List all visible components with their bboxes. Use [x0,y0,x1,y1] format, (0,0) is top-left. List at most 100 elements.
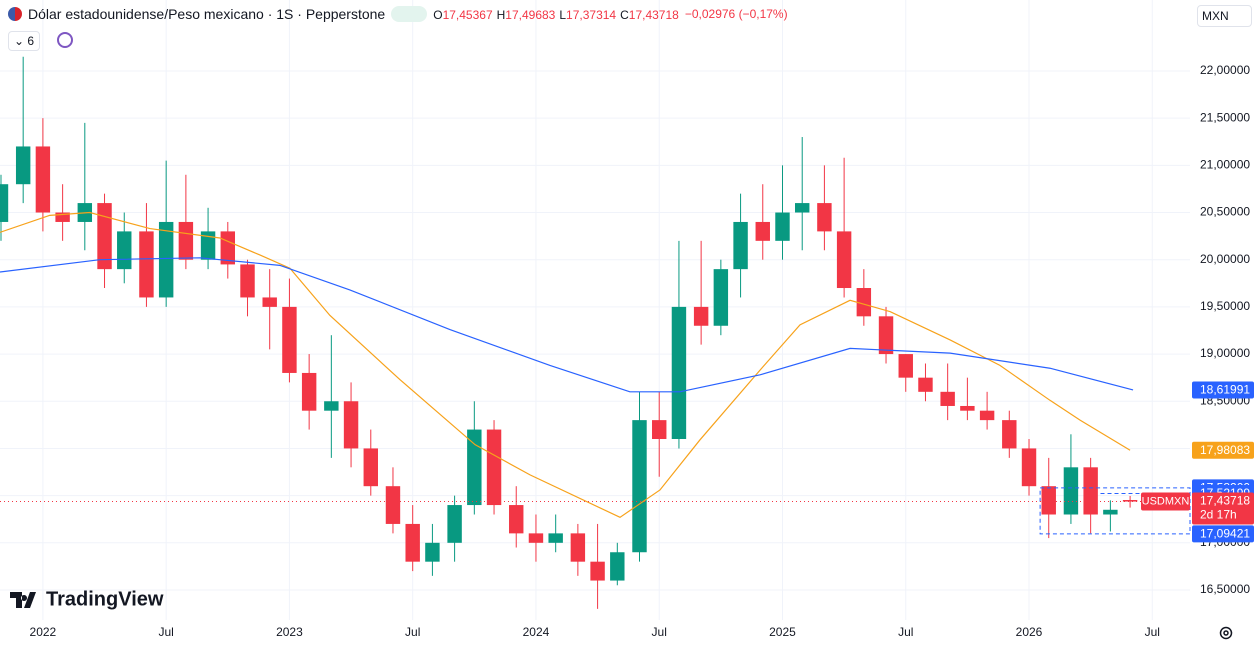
candle-body [590,561,605,581]
change: −0,02976 (−0,17%) [684,7,788,21]
candle-body [240,264,255,298]
ohlc: O17,45367 H17,49683 L17,37314 C17,43718 [433,6,679,22]
countdown-label: 2d 17h [1200,508,1237,522]
candle-body [570,533,586,562]
candle-body [35,146,51,213]
symbol-label: USDMXN [1142,495,1190,507]
flag [8,7,22,21]
ohlc-value: 17,37314 [566,8,617,22]
watermark-text: TradingView [46,588,164,610]
y-tick-label: 20,50000 [1200,205,1250,219]
candle-body [856,288,872,317]
candle-body [1063,467,1079,515]
candle-body [671,306,687,440]
candle-body [343,401,359,449]
status-badge [391,6,428,22]
header: Dólar estadounidense/Peso mexicano · 1S … [8,6,788,22]
candle-body [652,420,667,440]
moving-average [0,211,1131,519]
candle-body [898,354,913,378]
x-tick-label: Jul [405,625,420,639]
last-value-box [1192,381,1254,399]
candle-body [610,552,625,581]
ohlc-item: O17,45367 [433,6,492,22]
ohlc-key: C [620,8,629,22]
candle-body [733,221,748,270]
candle-body [15,146,31,185]
y-tick-label: 21,00000 [1200,158,1250,172]
candle-body [363,448,378,487]
range-bottom-label: 17,09421 [1200,527,1250,541]
ohlc-item: L17,37314 [559,6,616,22]
candle-body [693,306,709,326]
indicators-toggle[interactable]: ⌄ 6 [8,31,40,51]
last-value-label: 17,98083 [1200,443,1250,457]
candle-body [1103,509,1118,515]
y-tick-label: 22,00000 [1200,63,1250,77]
candle-body [282,306,297,373]
indicators-count: 6 [27,34,35,48]
candle-body [55,212,70,222]
ohlc-value: 17,49683 [505,8,556,22]
candle-body [467,429,482,506]
candle-body [960,405,975,411]
candle-body [139,231,154,298]
currency-button[interactable]: MXN [1197,5,1252,27]
candle-body [200,231,216,260]
candle-body [405,523,420,562]
symbol-title: Dólar estadounidense/Peso mexicano · 1S … [28,6,386,22]
candle-body [755,221,770,241]
candle-body [1002,420,1017,449]
ohlc-key: O [433,8,443,22]
x-tick-label: 2024 [523,625,550,639]
symbol-tag [1141,492,1190,511]
candle-body [1083,467,1098,515]
candle-body [1122,499,1138,502]
candle-body [1021,448,1037,487]
settings-icon[interactable] [1219,626,1233,640]
y-tick-label: 16,50000 [1200,582,1250,596]
candle-body [794,203,810,213]
x-tick-label: Jul [158,625,173,639]
candle-body [262,297,277,307]
moving-average [0,257,1134,393]
ohlc-item: C17,43718 [620,6,679,22]
current-price-box [1192,492,1254,525]
ohlc-value: 17,43718 [628,8,679,22]
x-tick-label: 2026 [1016,625,1043,639]
candle-body [713,269,729,326]
x-tick-label: 2023 [276,625,303,639]
sync-icon[interactable] [57,32,73,48]
candle-body [324,401,339,411]
ohlc-key: H [496,8,506,22]
logo [10,592,36,608]
ohlc-value: 17,45367 [442,8,493,22]
candle-body [775,212,790,241]
candle-body [548,533,563,543]
gear-ring [1219,626,1233,640]
current-price-label: 17,43718 [1200,494,1250,508]
ohlc-key: L [559,8,567,22]
candle-body [836,231,852,289]
candle-body [97,203,112,270]
x-tick-label: 2025 [769,625,796,639]
candle-body [918,377,933,392]
y-tick-label: 20,00000 [1200,252,1250,266]
x-tick-label: Jul [898,625,913,639]
range-bottom-box [1192,525,1254,543]
candle-body [528,533,544,543]
candle-body [117,231,132,270]
y-tick-label: 21,50000 [1200,110,1250,124]
candle-body [301,372,317,411]
candle-body [158,221,174,298]
candle-body [385,486,401,524]
x-tick-label: Jul [652,625,667,639]
candle-body [178,221,194,260]
candle-body [509,505,524,534]
ohlc-item: H17,49683 [497,6,556,22]
candle-body [632,420,647,553]
candle-body [979,410,995,421]
last-value-box [1192,441,1254,459]
